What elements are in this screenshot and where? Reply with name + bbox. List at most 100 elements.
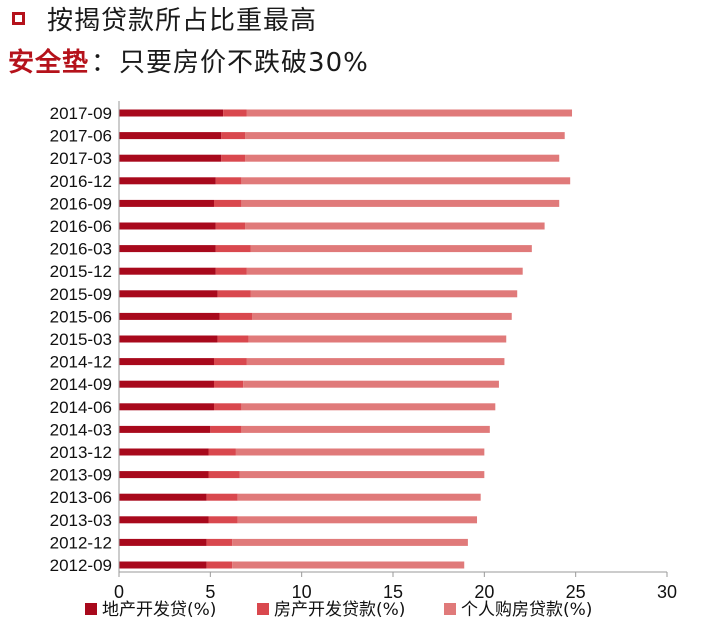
subtitle-text: 只要房价不跌破30% <box>119 47 369 78</box>
legend-label-3: 个人购房贷款(%) <box>461 600 592 620</box>
bar-segment-3 <box>245 154 560 162</box>
bar-segment-1 <box>119 132 222 140</box>
bars-layer <box>119 109 573 569</box>
bar-segment-2 <box>217 290 251 298</box>
category-label: 2017-03 <box>50 149 112 168</box>
bar-segment-3 <box>248 335 507 343</box>
subtitle-row: 安全垫 ： 只要房价不跌破30% <box>8 43 369 78</box>
category-label: 2016-09 <box>50 194 112 213</box>
bar-segment-3 <box>245 222 545 230</box>
bar-segment-1 <box>119 425 211 433</box>
bar-segment-2 <box>215 222 246 230</box>
bar-segment-3 <box>241 403 496 411</box>
bar-segment-2 <box>221 154 246 162</box>
bar-segment-2 <box>206 561 233 569</box>
bar-segment-3 <box>246 267 523 275</box>
bar-segment-1 <box>119 335 218 343</box>
bar-segment-1 <box>119 154 222 162</box>
bar-segment-1 <box>119 516 209 524</box>
bar-segment-2 <box>219 312 253 320</box>
bar-segment-3 <box>246 109 573 117</box>
category-label: 2013-12 <box>50 443 112 462</box>
subtitle-separator: ： <box>91 47 118 78</box>
category-label: 2015-09 <box>50 285 112 304</box>
category-labels: 2017-09 2017-06 2017-03 2016-12 2016-09 2016-… <box>50 104 112 575</box>
legend-swatch-1 <box>85 603 97 615</box>
x-tick-label: 0 <box>114 582 124 602</box>
category-label: 2016-12 <box>50 172 112 191</box>
x-tick-label: 15 <box>383 582 403 602</box>
bar-segment-2 <box>208 516 238 524</box>
category-label: 2014-06 <box>50 398 112 417</box>
category-label: 2015-06 <box>50 307 112 326</box>
bar-segment-3 <box>241 199 560 207</box>
category-label: 2017-09 <box>50 104 112 123</box>
bar-segment-2 <box>215 267 247 275</box>
bar-segment-2 <box>217 335 249 343</box>
bar-segment-3 <box>237 516 478 524</box>
bar-segment-3 <box>239 471 485 479</box>
bar-segment-2 <box>206 538 233 546</box>
bar-segment-2 <box>213 358 247 366</box>
bar-segment-2 <box>210 425 242 433</box>
bar-segment-3 <box>243 380 499 388</box>
bar-segment-2 <box>206 493 238 501</box>
x-tick-label: 20 <box>474 582 494 602</box>
bar-segment-1 <box>119 245 216 253</box>
bar-segment-1 <box>119 267 216 275</box>
bar-segment-1 <box>119 312 220 320</box>
bar-segment-3 <box>246 358 505 366</box>
bar-segment-3 <box>241 177 571 185</box>
bar-segment-2 <box>215 177 242 185</box>
bar-segment-2 <box>215 245 251 253</box>
bar-segment-1 <box>119 561 207 569</box>
bar-segment-3 <box>232 538 468 546</box>
bar-segment-3 <box>237 493 481 501</box>
bar-segment-2 <box>223 109 247 117</box>
bar-segment-2 <box>213 403 242 411</box>
bar-segment-1 <box>119 290 218 298</box>
chart-title: 按揭贷款所占比重最高 <box>47 5 318 36</box>
x-tick-label: 10 <box>292 582 312 602</box>
bar-segment-3 <box>250 245 532 253</box>
square-bullet-icon <box>12 11 25 25</box>
legend: 地产开发贷(%) 房产开发贷款(%) 个人购房贷款(%) <box>85 600 592 620</box>
x-axis: 0 5 10 15 20 25 30 <box>114 101 677 602</box>
category-label: 2012-09 <box>50 556 112 575</box>
bar-segment-3 <box>241 425 490 433</box>
bar-segment-1 <box>119 493 207 501</box>
bar-segment-2 <box>208 471 240 479</box>
subtitle-key: 安全垫 <box>8 47 90 78</box>
bar-segment-1 <box>119 471 209 479</box>
x-tick-label: 30 <box>657 582 677 602</box>
bar-segment-2 <box>213 199 242 207</box>
bar-segment-1 <box>119 538 207 546</box>
bar-segment-1 <box>119 109 224 117</box>
bar-segment-3 <box>232 561 465 569</box>
category-label: 2013-06 <box>50 488 112 507</box>
bar-segment-1 <box>119 358 214 366</box>
legend-swatch-3 <box>444 603 456 615</box>
category-label: 2017-06 <box>50 127 112 146</box>
bar-segment-2 <box>221 132 246 140</box>
category-label: 2015-03 <box>50 330 112 349</box>
bar-segment-2 <box>213 380 244 388</box>
category-label: 2015-12 <box>50 262 112 281</box>
category-label: 2014-03 <box>50 420 112 439</box>
category-label: 2016-06 <box>50 217 112 236</box>
bar-segment-1 <box>119 222 216 230</box>
bar-segment-3 <box>245 132 565 140</box>
x-tick-label: 25 <box>566 582 586 602</box>
category-label: 2013-09 <box>50 466 112 485</box>
category-label: 2012-12 <box>50 533 112 552</box>
legend-swatch-2 <box>257 603 269 615</box>
category-label: 2016-03 <box>50 240 112 259</box>
bar-segment-1 <box>119 403 214 411</box>
bar-segment-1 <box>119 177 216 185</box>
x-tick-label: 5 <box>205 582 215 602</box>
category-label: 2014-09 <box>50 375 112 394</box>
bar-segment-1 <box>119 380 214 388</box>
bar-segment-1 <box>119 199 214 207</box>
bar-segment-3 <box>235 448 485 456</box>
